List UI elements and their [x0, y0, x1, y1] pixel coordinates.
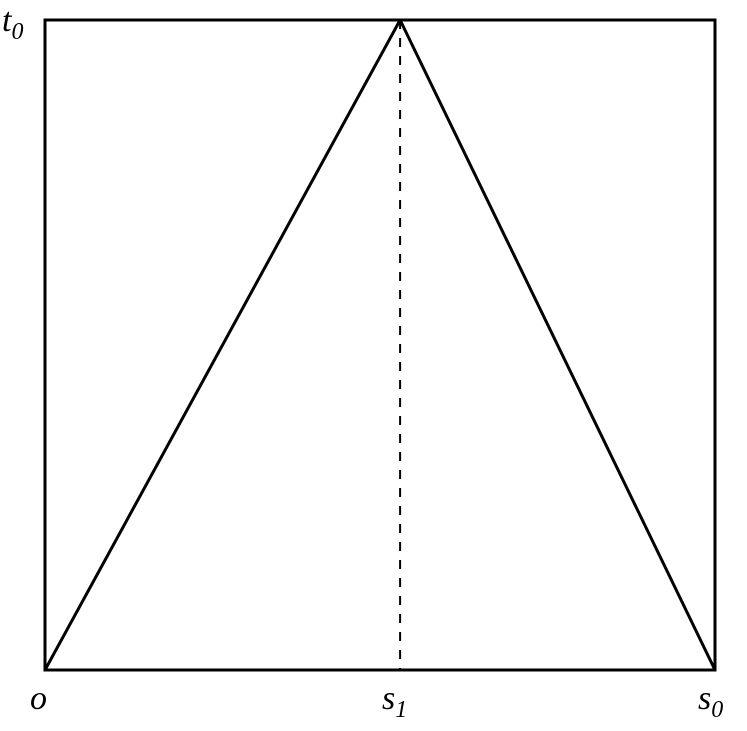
- triangle-right-edge: [400, 20, 715, 670]
- label-origin: o: [30, 680, 47, 718]
- plot-box: [45, 20, 715, 670]
- label-x-right-var: s: [698, 680, 711, 717]
- label-y-top: t0: [2, 2, 23, 46]
- diagram-container: t0 o s1 s0: [0, 0, 747, 731]
- label-x-mid-var: s: [382, 680, 395, 717]
- label-y-top-sub: 0: [11, 19, 23, 45]
- label-origin-var: o: [30, 680, 47, 717]
- label-x-mid: s1: [382, 680, 407, 724]
- label-x-mid-sub: 1: [395, 697, 407, 723]
- label-x-right: s0: [698, 680, 723, 724]
- label-x-right-sub: 0: [711, 697, 723, 723]
- triangle-left-edge: [45, 20, 400, 670]
- diagram-svg: [0, 0, 747, 731]
